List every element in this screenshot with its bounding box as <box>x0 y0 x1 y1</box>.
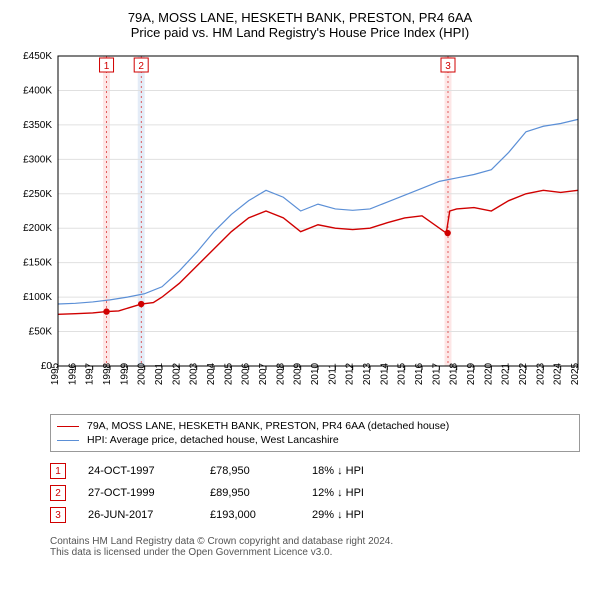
legend-item: 79A, MOSS LANE, HESKETH BANK, PRESTON, P… <box>57 419 573 433</box>
svg-text:£50K: £50K <box>29 327 53 338</box>
event-price: £193,000 <box>210 509 290 521</box>
title-line-1: 79A, MOSS LANE, HESKETH BANK, PRESTON, P… <box>10 10 590 25</box>
event-row: 1 24-OCT-1997 £78,950 18% ↓ HPI <box>50 460 580 482</box>
event-row: 3 26-JUN-2017 £193,000 29% ↓ HPI <box>50 504 580 526</box>
svg-text:1: 1 <box>104 61 110 72</box>
svg-text:£350K: £350K <box>23 120 52 131</box>
events-table: 1 24-OCT-1997 £78,950 18% ↓ HPI 2 27-OCT-1999… <box>50 460 580 526</box>
legend-item: HPI: Average price, detached house, West… <box>57 433 573 447</box>
event-diff: 18% ↓ HPI <box>312 465 392 477</box>
svg-text:£200K: £200K <box>23 223 52 234</box>
event-price: £89,950 <box>210 487 290 499</box>
svg-text:£300K: £300K <box>23 154 52 165</box>
legend: 79A, MOSS LANE, HESKETH BANK, PRESTON, P… <box>50 414 580 452</box>
event-date: 27-OCT-1999 <box>88 487 188 499</box>
event-diff: 29% ↓ HPI <box>312 509 392 521</box>
svg-text:£100K: £100K <box>23 292 52 303</box>
event-date: 24-OCT-1997 <box>88 465 188 477</box>
chart-svg: £0£50K£100K£150K£200K£250K£300K£350K£400… <box>10 46 590 406</box>
event-marker: 2 <box>50 485 66 501</box>
chart-container: 79A, MOSS LANE, HESKETH BANK, PRESTON, P… <box>10 10 590 558</box>
footnote-line: This data is licensed under the Open Gov… <box>50 547 580 558</box>
svg-text:£400K: £400K <box>23 85 52 96</box>
legend-label: 79A, MOSS LANE, HESKETH BANK, PRESTON, P… <box>87 420 449 432</box>
legend-swatch <box>57 426 79 427</box>
title-block: 79A, MOSS LANE, HESKETH BANK, PRESTON, P… <box>10 10 590 40</box>
title-line-2: Price paid vs. HM Land Registry's House … <box>10 25 590 40</box>
event-marker: 3 <box>50 507 66 523</box>
svg-text:2: 2 <box>138 61 144 72</box>
event-marker: 1 <box>50 463 66 479</box>
svg-text:£150K: £150K <box>23 258 52 269</box>
legend-label: HPI: Average price, detached house, West… <box>87 434 339 446</box>
svg-text:£250K: £250K <box>23 189 52 200</box>
legend-swatch <box>57 440 79 441</box>
footnote: Contains HM Land Registry data © Crown c… <box>50 536 580 558</box>
event-diff: 12% ↓ HPI <box>312 487 392 499</box>
chart-plot: £0£50K£100K£150K£200K£250K£300K£350K£400… <box>10 46 590 406</box>
event-date: 26-JUN-2017 <box>88 509 188 521</box>
event-row: 2 27-OCT-1999 £89,950 12% ↓ HPI <box>50 482 580 504</box>
svg-text:£450K: £450K <box>23 51 52 62</box>
event-price: £78,950 <box>210 465 290 477</box>
footnote-line: Contains HM Land Registry data © Crown c… <box>50 536 580 547</box>
svg-text:3: 3 <box>445 61 451 72</box>
